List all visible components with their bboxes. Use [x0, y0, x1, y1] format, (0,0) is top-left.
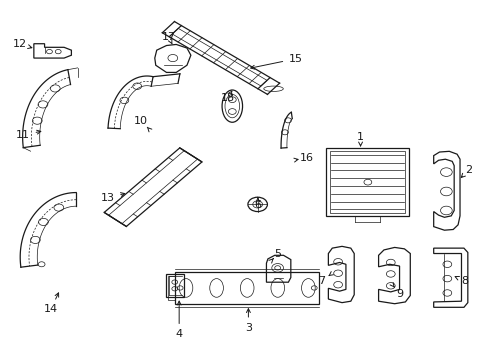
Text: 13: 13: [101, 193, 115, 203]
Text: 16: 16: [299, 153, 313, 163]
Text: 18: 18: [220, 93, 234, 103]
Text: 1: 1: [356, 132, 363, 142]
Text: 11: 11: [16, 130, 30, 140]
Text: 8: 8: [460, 276, 468, 286]
Text: 4: 4: [175, 329, 183, 339]
Text: 9: 9: [395, 289, 402, 299]
Text: 3: 3: [244, 323, 251, 333]
Text: 14: 14: [44, 304, 58, 314]
Text: 17: 17: [161, 32, 175, 41]
Text: 5: 5: [274, 249, 281, 259]
Text: 7: 7: [317, 276, 325, 286]
Text: 15: 15: [288, 54, 302, 64]
Text: 10: 10: [134, 116, 148, 126]
Text: 2: 2: [464, 165, 471, 175]
Text: 12: 12: [13, 40, 27, 49]
Text: 6: 6: [254, 200, 261, 210]
